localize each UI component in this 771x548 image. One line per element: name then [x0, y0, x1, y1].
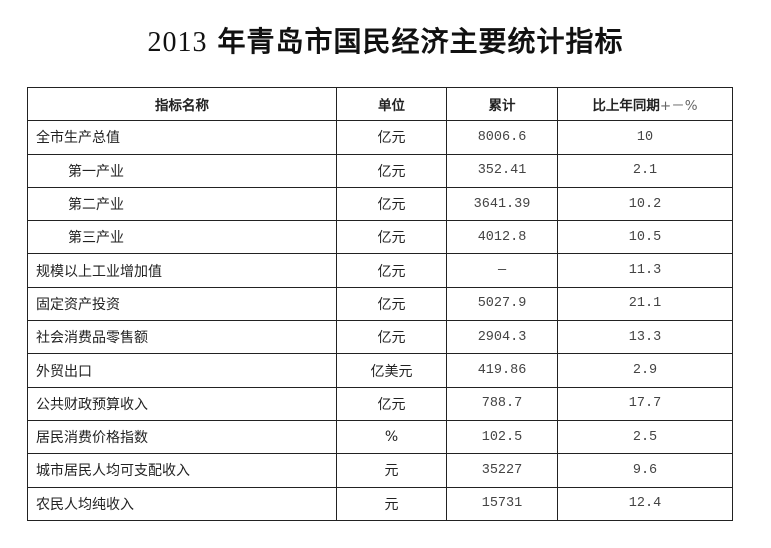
table-row: 农民人均纯收入元 15731 12.4	[27, 486, 733, 521]
header-total: 累计	[446, 86, 558, 122]
row-change: 17.7	[557, 386, 733, 421]
row-name: 第三产业	[27, 220, 337, 255]
row-change: 12.4	[557, 486, 733, 521]
row-unit: 亿元	[336, 286, 447, 322]
header-change: 比上年同期+－%	[557, 86, 733, 122]
row-unit: 亿元	[336, 220, 447, 255]
row-unit: 亿元	[336, 253, 447, 288]
table-row: 固定资产投资 亿元 5027.9 21.1	[27, 286, 733, 322]
row-total: 3641.39	[446, 186, 558, 222]
row-unit: 亿元	[336, 186, 447, 222]
row-total: 35227	[446, 453, 558, 488]
header-change-suffix: +－%	[659, 98, 698, 115]
row-total: 102.5	[446, 419, 558, 455]
row-total: 2904.3	[446, 320, 558, 355]
table-row: 第一产业 亿元 352.41 2.1	[27, 153, 733, 188]
table-row: 规模以上工业增加值 亿元 —11.3	[27, 253, 733, 288]
row-change: 9.6	[557, 453, 733, 488]
row-change: 2.9	[557, 353, 733, 388]
header-name: 指标名称	[27, 86, 337, 122]
row-change: 10.2	[557, 186, 733, 222]
row-change: 13.3	[557, 320, 733, 355]
table-row: 居民消费价格指数% 102.5 2.5	[27, 419, 733, 455]
row-name: 外贸出口	[27, 353, 337, 388]
table-row: 第三产业 亿元 4012.8 10.5	[27, 220, 733, 255]
row-unit: 亿元	[336, 320, 447, 355]
row-name: 规模以上工业增加值	[27, 253, 337, 288]
table-row: 城市居民人均可支配收入元 35227 9.6	[27, 453, 733, 488]
row-unit: 亿元	[336, 386, 447, 421]
table-header-row: 指标名称 单位 累计 比上年同期+－%	[27, 86, 733, 122]
row-name: 第一产业	[27, 153, 337, 188]
row-unit: 亿元	[336, 120, 447, 155]
title-year: 2013	[147, 27, 208, 58]
row-unit: 元	[336, 453, 447, 488]
row-name: 固定资产投资	[27, 286, 337, 322]
row-name: 第二产业	[27, 186, 337, 222]
row-name: 城市居民人均可支配收入	[27, 453, 337, 488]
table-row: 第二产业 亿元 3641.39 10.2	[27, 186, 733, 222]
title-text: 年青岛市国民经济主要统计指标	[217, 25, 624, 58]
row-total: 15731	[446, 486, 558, 521]
row-change: 10.5	[557, 220, 733, 255]
row-unit: 亿元	[336, 153, 447, 188]
row-unit: 元	[336, 486, 447, 521]
statistics-table: 指标名称 单位 累计 比上年同期+－% 全市生产总值 亿元 8006.6 10 第一产业…	[27, 86, 733, 521]
row-change: 11.3	[557, 253, 733, 288]
row-change: 2.5	[557, 419, 733, 455]
row-total: —	[446, 253, 558, 288]
table-row: 全市生产总值 亿元 8006.6 10	[27, 120, 733, 155]
header-unit: 单位	[336, 86, 447, 122]
row-change: 21.1	[557, 286, 733, 322]
row-change: 10	[557, 120, 733, 155]
row-name: 农民人均纯收入	[27, 486, 337, 521]
row-unit: %	[336, 419, 447, 455]
row-name: 公共财政预算收入	[27, 386, 337, 421]
row-name: 全市生产总值	[27, 120, 337, 155]
row-total: 4012.8	[446, 220, 558, 255]
page-title: 2013 年青岛市国民经济主要统计指标	[0, 20, 771, 60]
header-change-label: 比上年同期	[592, 98, 660, 115]
row-unit: 亿美元	[336, 353, 447, 388]
table-row: 公共财政预算收入 亿元 788.7 17.7	[27, 386, 733, 421]
row-total: 5027.9	[446, 286, 558, 322]
table-row: 社会消费品零售额 亿元 2904.3 13.3	[27, 320, 733, 355]
row-total: 352.41	[446, 153, 558, 188]
row-total: 788.7	[446, 386, 558, 421]
row-name: 社会消费品零售额	[27, 320, 337, 355]
row-name: 居民消费价格指数	[27, 419, 337, 455]
table-row: 外贸出口 亿美元 419.86 2.9	[27, 353, 733, 388]
row-total: 419.86	[446, 353, 558, 388]
row-change: 2.1	[557, 153, 733, 188]
row-total: 8006.6	[446, 120, 558, 155]
